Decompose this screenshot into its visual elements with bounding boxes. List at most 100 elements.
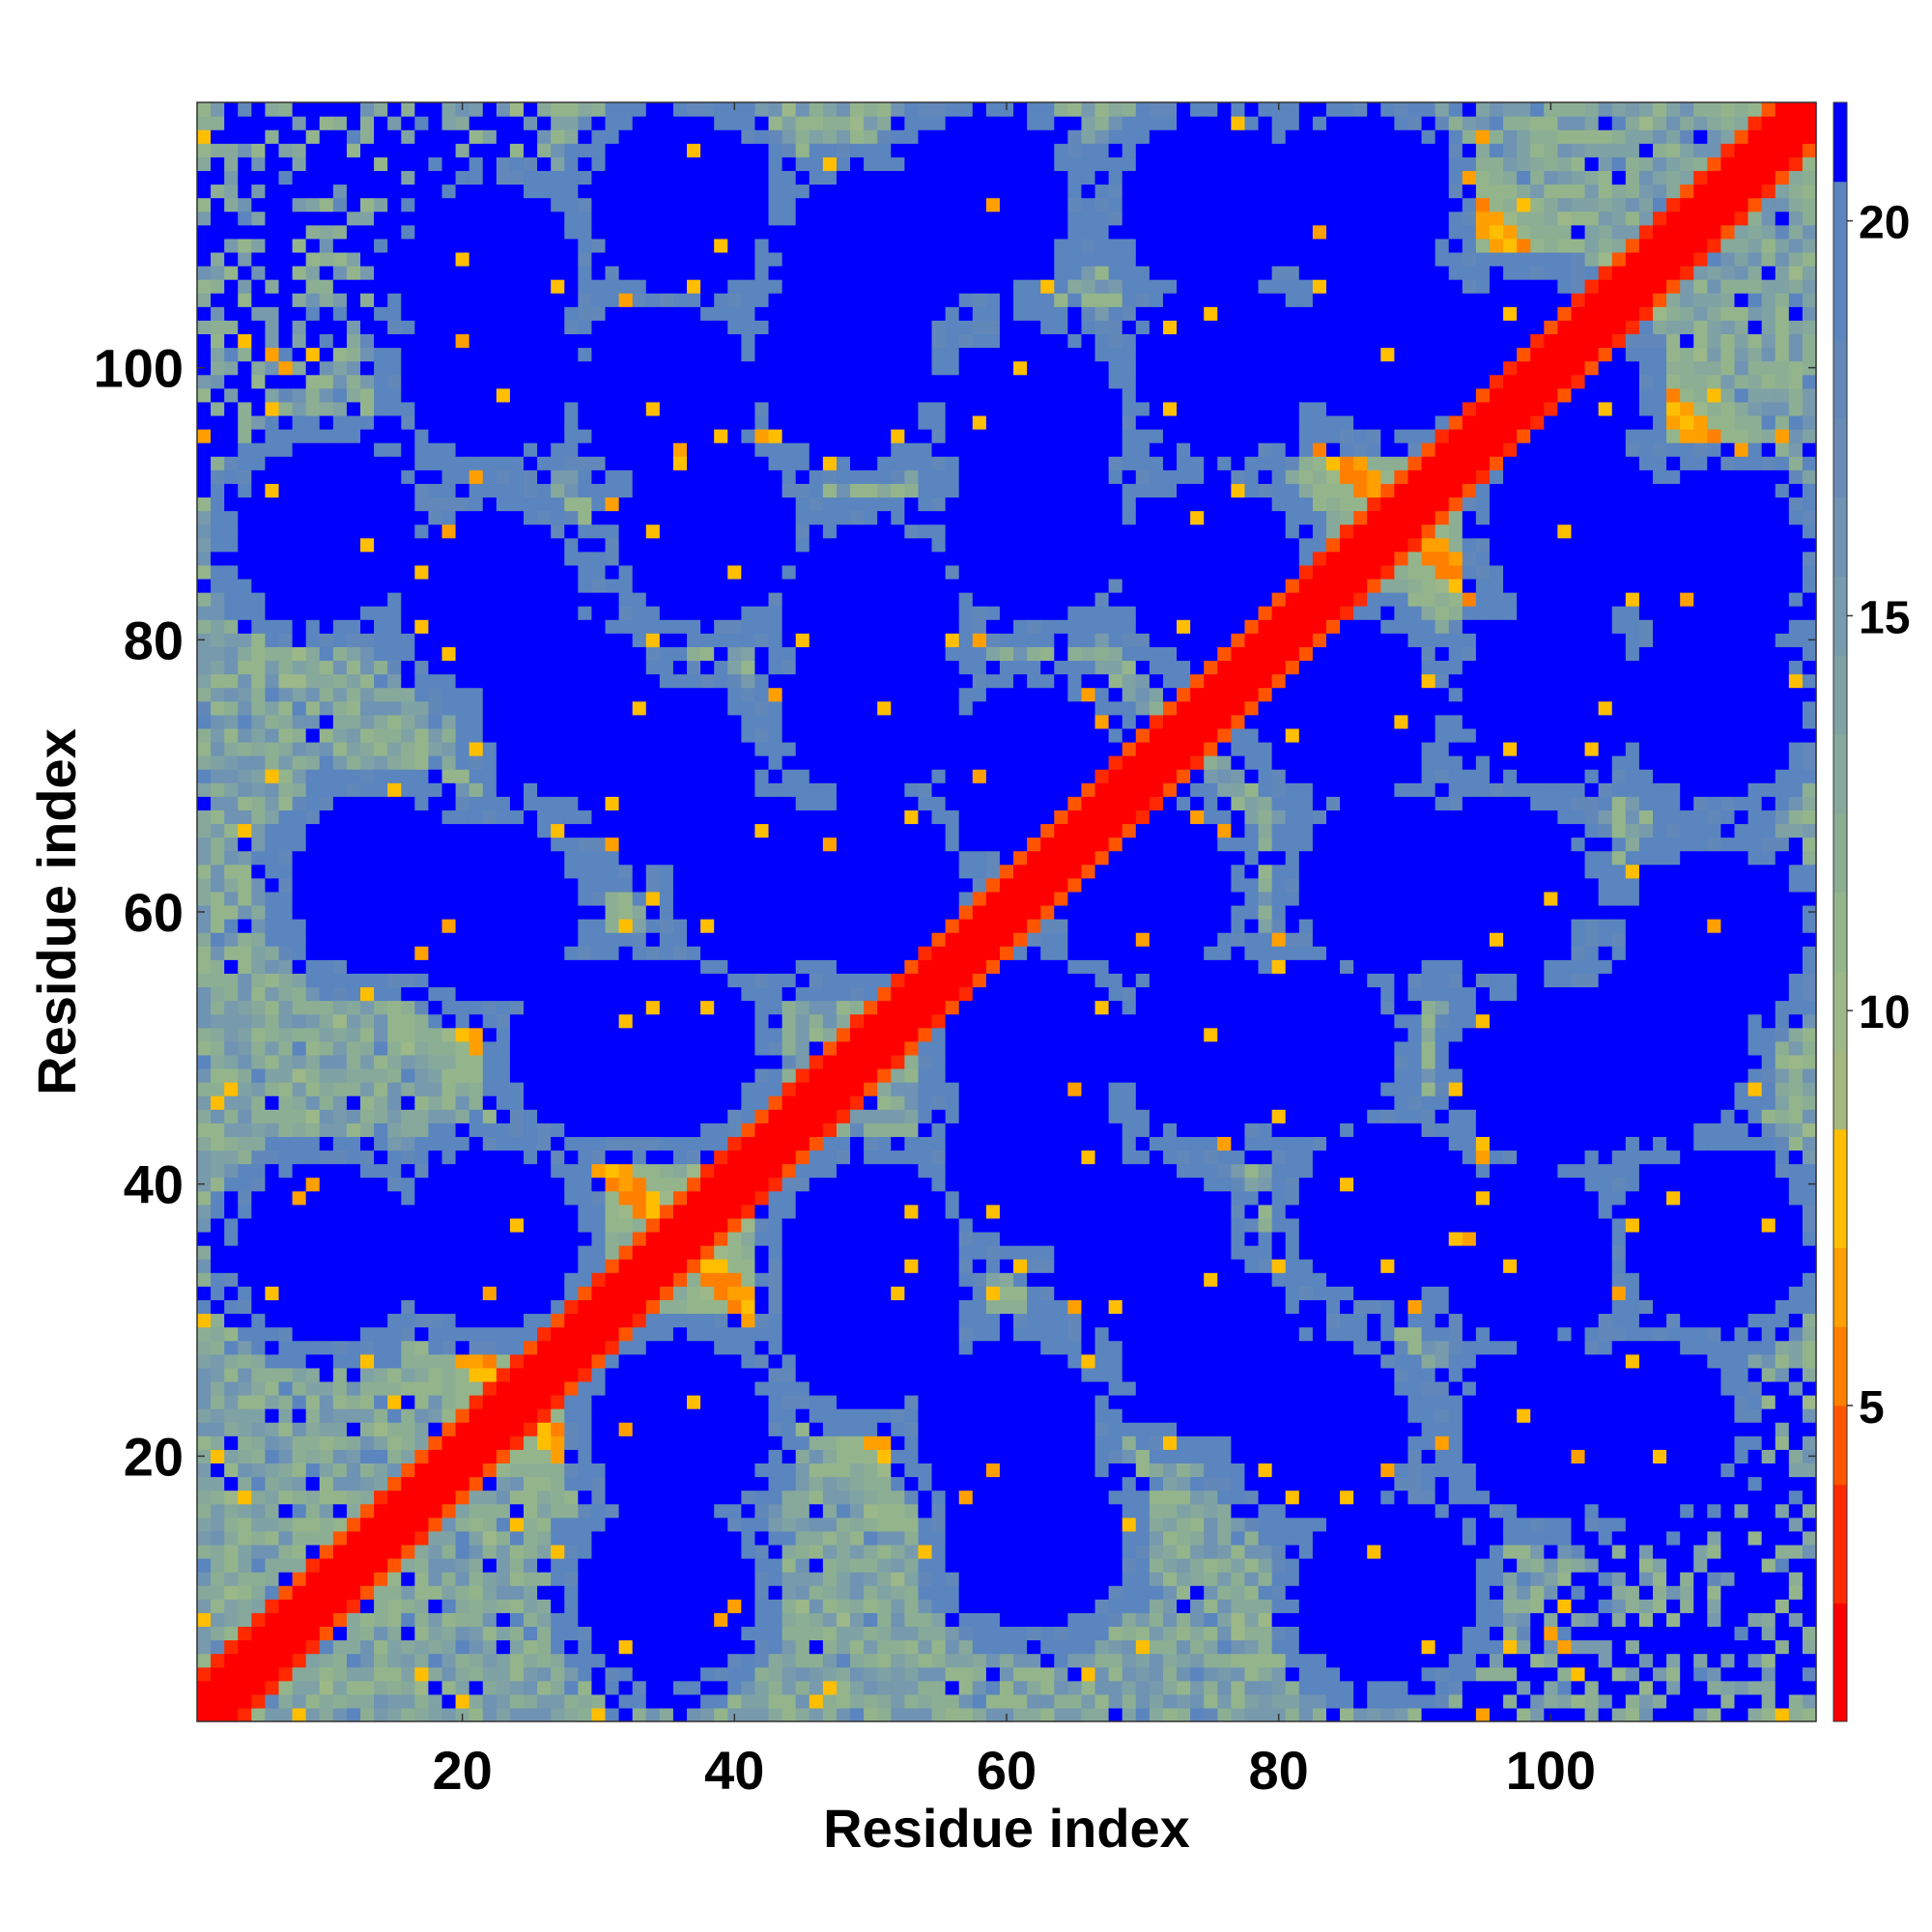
- heatmap-cell: [537, 1707, 552, 1722]
- heatmap-cell: [374, 1599, 388, 1613]
- heatmap-cell: [305, 1422, 321, 1436]
- heatmap-cell: [687, 633, 701, 647]
- heatmap-cell: [537, 673, 552, 689]
- heatmap-cell: [714, 387, 728, 403]
- heatmap-cell: [578, 483, 593, 498]
- heatmap-cell: [754, 932, 770, 947]
- heatmap-cell: [224, 864, 239, 879]
- heatmap-cell: [265, 646, 280, 662]
- heatmap-cell: [319, 1599, 334, 1613]
- heatmap-cell: [524, 1585, 538, 1600]
- heatmap-cell: [687, 564, 701, 580]
- heatmap-cell: [387, 184, 402, 199]
- heatmap-cell: [524, 769, 538, 783]
- heatmap-cell: [224, 293, 239, 307]
- heatmap-cell: [509, 143, 525, 157]
- heatmap-cell: [441, 1177, 457, 1192]
- heatmap-cell: [632, 387, 647, 403]
- heatmap-cell: [605, 1109, 620, 1123]
- heatmap-cell: [387, 646, 402, 662]
- heatmap-cell: [469, 1353, 484, 1369]
- heatmap-cell: [537, 116, 552, 130]
- heatmap-cell: [224, 946, 239, 960]
- heatmap-cell: [482, 238, 497, 253]
- heatmap-cell: [319, 116, 334, 130]
- heatmap-cell: [645, 102, 661, 117]
- heatmap-cell: [537, 238, 552, 253]
- heatmap-cell: [238, 700, 252, 716]
- heatmap-cell: [332, 1299, 348, 1315]
- heatmap-cell: [591, 306, 607, 321]
- heatmap-cell: [197, 1231, 212, 1246]
- heatmap-cell: [659, 1503, 674, 1519]
- heatmap-cell: [578, 1299, 593, 1315]
- heatmap-cell: [482, 1054, 497, 1069]
- heatmap-cell: [591, 1394, 607, 1409]
- heatmap-cell: [305, 1463, 321, 1478]
- heatmap-cell: [292, 932, 307, 947]
- heatmap-cell: [578, 796, 593, 810]
- heatmap-cell: [659, 1122, 674, 1137]
- heatmap-cell: [387, 700, 402, 716]
- heatmap-cell: [428, 660, 443, 675]
- heatmap-cell: [727, 1054, 742, 1069]
- heatmap-cell: [659, 469, 674, 484]
- heatmap-cell: [537, 633, 552, 647]
- heatmap-cell: [469, 619, 484, 634]
- heatmap-cell: [700, 1585, 715, 1600]
- heatmap-cell: [305, 646, 321, 662]
- heatmap-cell: [632, 1177, 647, 1192]
- heatmap-cell: [482, 1122, 497, 1137]
- heatmap-cell: [211, 891, 225, 906]
- heatmap-cell: [319, 1680, 334, 1695]
- heatmap-cell: [727, 1490, 742, 1505]
- heatmap-cell: [754, 1190, 770, 1206]
- heatmap-cell: [224, 116, 239, 130]
- heatmap-cell: [754, 224, 770, 240]
- heatmap-cell: [224, 1422, 239, 1436]
- heatmap-cell: [564, 374, 579, 389]
- heatmap-cell: [564, 769, 579, 783]
- heatmap-cell: [591, 1231, 607, 1246]
- heatmap-cell: [211, 796, 225, 810]
- heatmap-cell: [278, 1313, 294, 1328]
- heatmap-cell: [659, 401, 674, 416]
- heatmap-cell: [414, 469, 430, 484]
- heatmap-cell: [482, 1027, 497, 1042]
- heatmap-cell: [672, 1259, 688, 1273]
- heatmap-cell: [428, 564, 443, 580]
- heatmap-cell: [618, 1109, 634, 1123]
- heatmap-cell: [197, 483, 212, 498]
- heatmap-cell: [360, 660, 375, 675]
- heatmap-cell: [197, 1517, 212, 1532]
- heatmap-cell: [618, 1612, 634, 1628]
- heatmap-cell: [645, 537, 661, 553]
- heatmap-cell: [509, 1204, 525, 1219]
- heatmap-cell: [482, 211, 497, 226]
- heatmap-cell: [265, 1150, 280, 1165]
- heatmap-cell: [346, 741, 361, 756]
- heatmap-cell: [509, 551, 525, 566]
- heatmap-cell: [687, 714, 701, 729]
- heatmap-cell: [224, 646, 239, 662]
- heatmap-cell: [305, 796, 321, 810]
- heatmap-cell: [238, 497, 252, 512]
- heatmap-cell: [292, 442, 307, 457]
- heatmap-cell: [401, 1490, 415, 1505]
- heatmap-cell: [591, 129, 607, 144]
- heatmap-cell: [332, 1013, 348, 1029]
- heatmap-cell: [469, 116, 484, 130]
- heatmap-cell: [265, 129, 280, 144]
- heatmap-cell: [659, 1027, 674, 1042]
- heatmap-cell: [441, 1340, 457, 1355]
- heatmap-cell: [618, 1204, 634, 1219]
- heatmap-cell: [428, 306, 443, 321]
- heatmap-cell: [741, 442, 756, 457]
- heatmap-cell: [524, 959, 538, 974]
- heatmap-cell: [618, 1122, 634, 1137]
- heatmap-cell: [605, 1326, 620, 1342]
- heatmap-cell: [591, 687, 607, 702]
- heatmap-cell: [551, 796, 565, 810]
- heatmap-cell: [645, 347, 661, 362]
- heatmap-cell: [659, 1435, 674, 1450]
